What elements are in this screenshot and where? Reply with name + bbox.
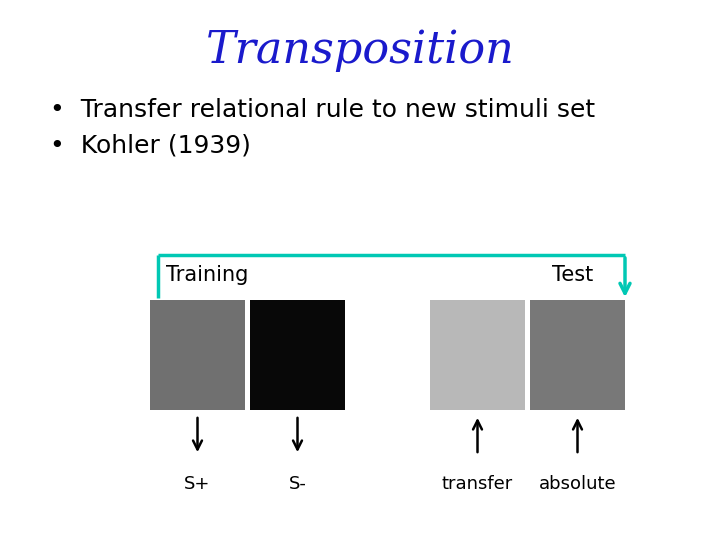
Text: •  Transfer relational rule to new stimuli set: • Transfer relational rule to new stimul… [50, 98, 595, 122]
Bar [430, 300, 525, 410]
Bar [250, 300, 345, 410]
Bar [150, 300, 245, 410]
Text: •  Kohler (1939): • Kohler (1939) [50, 133, 251, 157]
Text: absolute: absolute [539, 475, 616, 493]
Text: transfer: transfer [442, 475, 513, 493]
Text: S+: S+ [184, 475, 211, 493]
Bar [530, 300, 625, 410]
Text: Transposition: Transposition [206, 29, 514, 72]
Text: Test: Test [552, 265, 593, 285]
Text: Training: Training [166, 265, 248, 285]
Text: S-: S- [289, 475, 307, 493]
